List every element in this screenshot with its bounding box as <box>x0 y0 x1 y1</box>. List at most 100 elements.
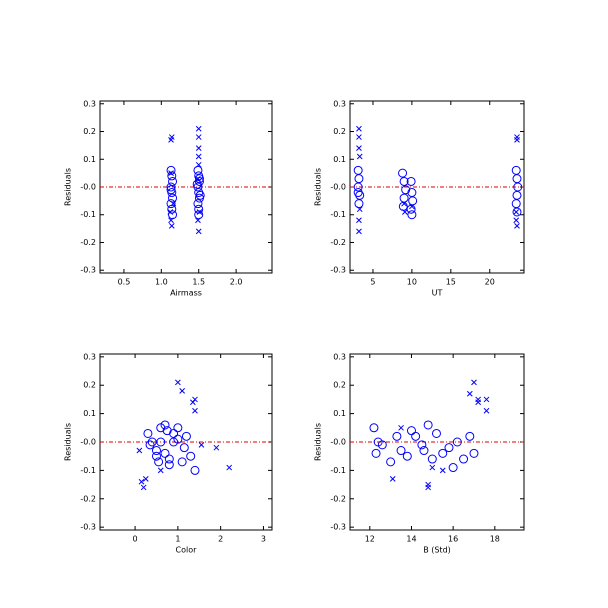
point <box>193 165 203 175</box>
y-tick-label: -0.1 <box>330 466 346 475</box>
point <box>356 134 362 140</box>
x-tick-label: 1.5 <box>192 278 205 287</box>
point <box>194 174 204 184</box>
y-tick-label: -0.3 <box>330 523 346 532</box>
y-tick-label: -0.3 <box>80 523 96 532</box>
y-tick-label: 0.2 <box>333 127 346 136</box>
point <box>483 407 490 414</box>
point <box>166 185 176 195</box>
point <box>356 228 362 235</box>
point <box>417 440 427 450</box>
point <box>195 190 205 200</box>
y-axis-label: Residuals <box>314 423 323 461</box>
point <box>407 210 417 220</box>
point <box>154 457 164 467</box>
y-tick-label: -0.1 <box>80 210 96 219</box>
point <box>168 222 175 229</box>
point <box>195 175 201 182</box>
y-tick-label: -0.0 <box>330 183 346 192</box>
point <box>425 484 431 491</box>
point <box>356 125 362 132</box>
x-tick-label: 14 <box>406 535 416 544</box>
point <box>167 209 174 215</box>
x-tick-label: 3 <box>261 535 266 544</box>
point <box>168 176 178 186</box>
point <box>145 440 155 450</box>
point <box>398 201 408 211</box>
point <box>192 407 198 414</box>
point <box>459 454 469 464</box>
x-tick-label: 2 <box>218 535 223 544</box>
x-tick-label: 20 <box>485 278 495 287</box>
point <box>193 199 203 209</box>
x-tick-label: 18 <box>490 535 500 544</box>
y-axis-label: Residuals <box>64 423 73 461</box>
point <box>401 185 411 195</box>
point <box>469 448 479 458</box>
y-tick-label: -0.3 <box>330 266 346 275</box>
point <box>196 209 203 215</box>
panel: -0.3 -0.2 -0.1 -0.0 0.1 0.2 0.3 12 14 16 18 B (Std)… <box>314 352 525 555</box>
panel: -0.3 -0.2 -0.1 -0.0 0.1 0.2 0.3 5 10 15 20 UT Residu… <box>314 99 525 298</box>
x-tick-label: 0 <box>133 535 138 544</box>
y-tick-label: 0.1 <box>83 155 96 164</box>
point <box>399 176 409 186</box>
point <box>398 424 404 431</box>
panel: -0.3 -0.2 -0.1 -0.0 0.1 0.2 0.3 0 1 2 3 Color Residu… <box>64 352 273 555</box>
point <box>439 467 446 474</box>
y-tick-label: 0.1 <box>333 155 346 164</box>
point <box>166 182 176 192</box>
point <box>513 209 520 215</box>
point <box>427 454 437 464</box>
point <box>512 174 522 184</box>
point <box>396 446 406 456</box>
point <box>166 165 176 175</box>
point <box>398 168 408 178</box>
point <box>386 457 396 467</box>
point <box>354 199 364 209</box>
point <box>226 464 233 471</box>
point <box>356 206 363 213</box>
point <box>411 431 421 441</box>
point <box>186 451 196 461</box>
point <box>195 228 202 235</box>
point <box>389 476 396 482</box>
point <box>409 203 415 210</box>
point <box>513 217 520 224</box>
point <box>369 423 379 433</box>
x-tick-label: 16 <box>448 535 458 544</box>
point <box>192 179 202 189</box>
point <box>177 457 187 467</box>
panel: -0.3 -0.2 -0.1 -0.0 0.1 0.2 0.3 0.5 1.0 1.5 2.0 Air… <box>64 99 273 298</box>
point <box>179 388 186 394</box>
point <box>164 460 174 470</box>
point <box>195 145 202 152</box>
y-tick-label: -0.1 <box>330 210 346 219</box>
point <box>511 165 521 175</box>
point <box>408 196 418 206</box>
point <box>471 379 477 386</box>
point <box>190 465 200 475</box>
point <box>377 440 387 450</box>
point <box>166 199 176 209</box>
point <box>195 125 202 132</box>
point <box>483 396 490 403</box>
y-axis-label: Residuals <box>64 168 73 206</box>
x-axis-label: B (Std) <box>423 546 451 555</box>
point <box>399 193 409 203</box>
point <box>156 437 166 447</box>
point <box>406 176 416 186</box>
point <box>431 428 441 438</box>
point <box>466 390 473 397</box>
x-tick-label: 15 <box>446 278 456 287</box>
point <box>136 447 143 454</box>
point <box>170 200 177 207</box>
point <box>423 420 433 430</box>
x-tick-label: 1 <box>175 535 180 544</box>
y-tick-label: 0.3 <box>333 99 346 108</box>
y-tick-label: 0.2 <box>83 127 96 136</box>
point <box>392 431 402 441</box>
point <box>162 426 172 436</box>
y-tick-label: -0.2 <box>330 494 346 503</box>
